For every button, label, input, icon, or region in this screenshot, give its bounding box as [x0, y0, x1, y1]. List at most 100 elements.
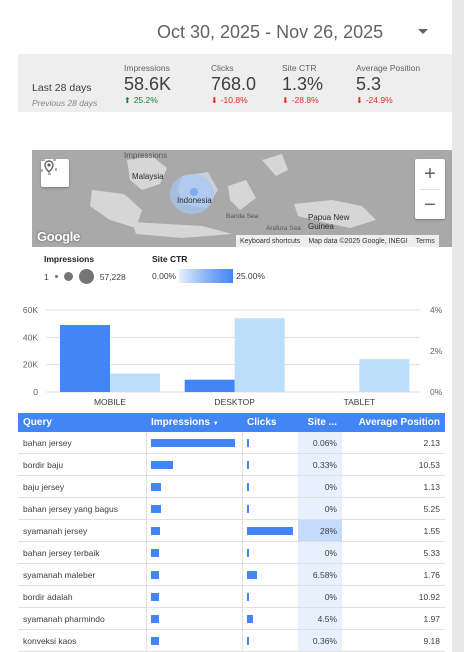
cell-position: 5.25	[423, 503, 440, 514]
cell-position: 1.13	[423, 481, 440, 492]
impressions-bar	[151, 570, 159, 579]
ctr-gradient	[179, 269, 234, 283]
metric-site-ctr: Site CTR 1.3% ⬇ -28.8%	[282, 63, 323, 105]
cell-clicks-bar	[242, 630, 298, 651]
cell-position: 2.13	[423, 437, 440, 448]
arrow-up-icon: ⬆	[124, 95, 131, 105]
medium-dot-icon	[63, 272, 73, 281]
clicks-bar	[247, 548, 249, 557]
metric-delta-value: 25.2%	[133, 95, 158, 105]
cell-impressions-bar	[146, 630, 242, 651]
arrow-down-icon: ⬇	[282, 95, 289, 105]
date-range-selector[interactable]: Oct 30, 2025 - Nov 26, 2025	[148, 18, 438, 46]
cell-impressions-bar	[146, 586, 242, 607]
google-logo: Google	[37, 229, 80, 244]
bar-mobile-site-ctr	[110, 373, 160, 392]
header-position[interactable]: Average Position	[358, 417, 440, 428]
keyboard-shortcuts-link[interactable]: Keyboard shortcuts	[240, 237, 301, 245]
bar-desktop-impressions	[184, 379, 235, 392]
table-row[interactable]: syamanah jersey 28% 1.55	[18, 520, 445, 542]
ctr-min: 0.00%	[152, 271, 177, 281]
large-dot-icon	[78, 269, 94, 284]
impressions-bar	[151, 614, 159, 623]
header-query[interactable]: Query	[23, 417, 52, 428]
header-ctr[interactable]: Site ...	[307, 417, 337, 428]
table-row[interactable]: bahan jersey 0.06% 2.13	[18, 432, 445, 454]
impressions-bar	[151, 438, 236, 447]
scrollbar-track[interactable]	[452, 0, 464, 652]
table-row[interactable]: baju jersey 0% 1.13	[18, 476, 445, 498]
header-impressions[interactable]: Impressions ▼	[146, 417, 242, 428]
clicks-bar	[247, 570, 257, 579]
cell-ctr: 28%	[298, 520, 342, 541]
clicks-bar	[247, 526, 293, 535]
impressions-bar	[151, 526, 160, 535]
terms-link[interactable]: Terms	[415, 237, 435, 245]
geo-map[interactable]: + − Impressions Malaysia Indonesia Banda…	[32, 150, 452, 247]
cell-query: bahan jersey yang bagus	[23, 503, 118, 514]
cell-impressions-bar	[146, 608, 242, 629]
metric-label: Average Position	[356, 63, 421, 73]
cell-impressions-bar	[146, 542, 242, 563]
x-category-label: DESKTOP	[214, 397, 255, 407]
table-row[interactable]: bahan jersey terbaik 0% 5.33	[18, 542, 445, 564]
cell-query: konveksi kaos	[23, 635, 77, 646]
cell-query: syamanah pharmindo	[23, 613, 105, 624]
table-row[interactable]: bordir baju 0.33% 10.53	[18, 454, 445, 476]
cell-position: 10.53	[418, 459, 440, 470]
cell-position: 1.55	[423, 525, 440, 536]
cell-clicks-bar	[242, 432, 298, 453]
clicks-bar	[247, 614, 253, 623]
metric-delta: ⬆ 25.2%	[124, 95, 171, 105]
metric-label: Site CTR	[282, 63, 317, 73]
header-impressions-label: Impressions	[151, 417, 210, 428]
cell-ctr: 0%	[298, 498, 342, 519]
cell-position: 1.97	[423, 613, 440, 624]
table-row[interactable]: bordir adalah 0% 10.92	[18, 586, 445, 608]
zoom-in-button[interactable]: +	[424, 162, 436, 185]
metric-label: Impressions	[124, 63, 170, 73]
impressions-bar	[151, 460, 174, 469]
previous-period-label: Previous 28 days	[32, 98, 98, 108]
locate-icon[interactable]	[41, 159, 69, 187]
cell-position: 9.18	[423, 635, 440, 646]
cell-query: bordir baju	[23, 459, 64, 470]
bar-mobile-impressions	[60, 325, 110, 392]
y-left-tick-label: 60K	[23, 305, 38, 315]
table-row[interactable]: bahan jersey yang bagus 0% 5.25	[18, 498, 445, 520]
clicks-bar	[247, 482, 249, 491]
cell-query: syamanah maleber	[23, 569, 96, 580]
table-row[interactable]: syamanah pharmindo 4.5% 1.97	[18, 608, 445, 630]
bar-tablet-site-ctr	[359, 359, 410, 392]
chevron-down-icon[interactable]	[418, 29, 428, 34]
table-row[interactable]: syamanah maleber 6.58% 1.76	[18, 564, 445, 586]
clicks-bar	[247, 504, 249, 513]
map-label-impressions: Impressions	[124, 151, 168, 160]
cell-impressions-bar	[146, 520, 242, 541]
date-range-label: Oct 30, 2025 - Nov 26, 2025	[157, 21, 384, 42]
cell-ctr: 0.33%	[298, 454, 342, 475]
ctr-legend-title: Site CTR	[152, 254, 188, 264]
map-label-indonesia: Indonesia	[177, 196, 212, 205]
map-label-arafura-sea: Arafura Sea	[266, 225, 301, 232]
header-clicks[interactable]: Clicks	[247, 417, 277, 428]
sort-desc-icon: ▼	[212, 421, 219, 427]
impressions-bar	[151, 548, 159, 557]
cell-clicks-bar	[242, 608, 298, 629]
metric-delta-value: -24.9%	[365, 95, 393, 105]
impressions-bar	[151, 482, 162, 491]
cell-clicks-bar	[242, 454, 298, 475]
clicks-bar	[247, 636, 249, 645]
impressions-bar	[151, 636, 159, 645]
table-row[interactable]: konveksi kaos 0.36% 9.18	[18, 630, 445, 652]
cell-query: bordir adalah	[23, 591, 73, 602]
metric-label: Clicks	[211, 63, 234, 73]
metric-value: 58.6K	[124, 74, 172, 94]
cell-impressions-bar	[146, 454, 242, 475]
map-land-shapes	[90, 154, 376, 238]
zoom-control: + −	[415, 159, 445, 219]
impressions-min: 1	[44, 271, 49, 282]
zoom-out-button[interactable]: −	[424, 193, 436, 216]
metric-delta-value: -10.8%	[220, 95, 248, 105]
cell-clicks-bar	[242, 564, 298, 585]
